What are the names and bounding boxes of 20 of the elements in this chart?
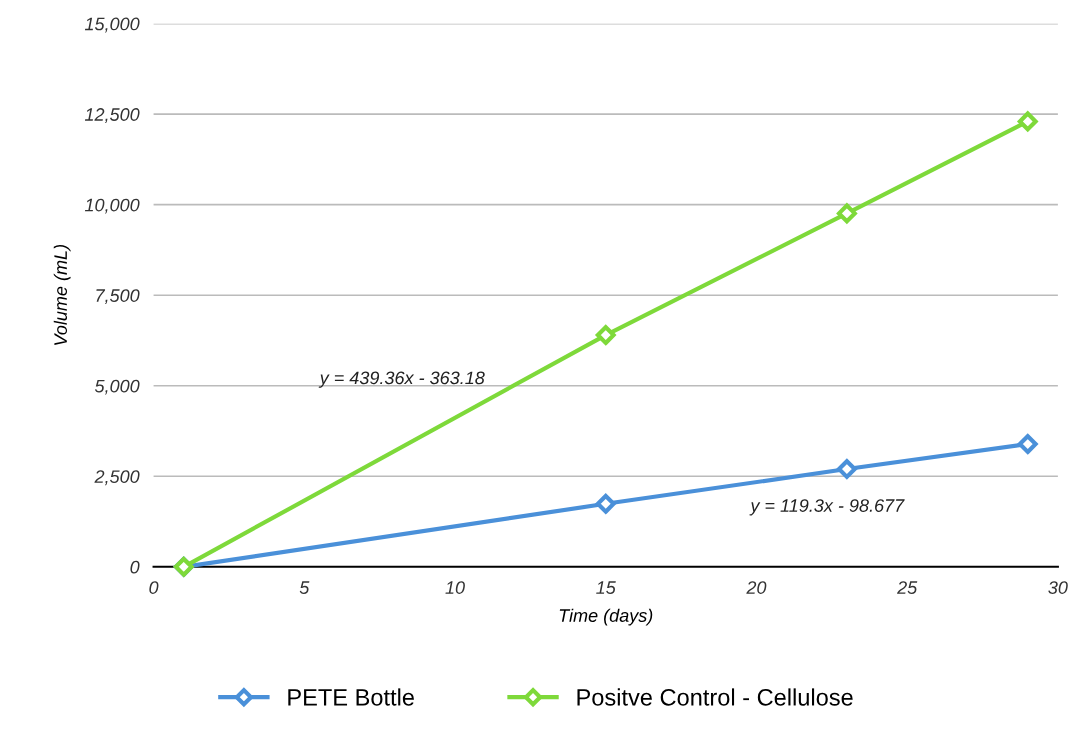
y-tick-label: 15,000 xyxy=(84,17,140,33)
y-tick-label: 5,000 xyxy=(94,379,140,395)
legend-label: PETE Bottle xyxy=(288,688,414,706)
x-tick-label: 5 xyxy=(299,581,310,594)
x-tick-label: 10 xyxy=(445,581,465,594)
annotation: y = 439.36x - 363.18 xyxy=(318,371,485,388)
x-tick-label: 20 xyxy=(746,581,767,594)
y-axis-title: Volume (mL) xyxy=(53,244,71,345)
x-tick-label: 30 xyxy=(1048,581,1068,594)
legend-label: Positve Control - Cellulose xyxy=(577,688,853,706)
x-tick-label: 15 xyxy=(596,581,616,594)
annotation: y = 119.3x - 98.677 xyxy=(749,499,905,516)
y-tick-label: 2,500 xyxy=(94,470,140,486)
y-tick-label: 0 xyxy=(130,560,140,574)
x-axis-title: Time (days) xyxy=(559,608,653,626)
y-tick-label: 7,500 xyxy=(96,289,140,305)
y-tick-label: 10,000 xyxy=(84,198,140,214)
x-tick-label: 25 xyxy=(897,581,918,594)
x-tick-label: 0 xyxy=(149,581,159,594)
y-tick-label: 12,500 xyxy=(84,108,140,124)
